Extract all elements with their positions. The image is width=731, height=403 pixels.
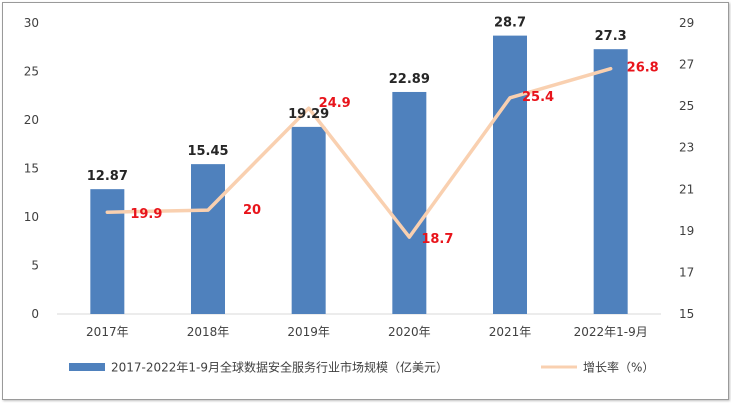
bar-value-label: 22.89 [389, 72, 430, 87]
bar-value-label: 27.3 [595, 29, 627, 44]
left-tick-label: 0 [31, 307, 39, 321]
bar [292, 127, 326, 314]
left-tick-label: 30 [24, 16, 39, 30]
legend-bar-swatch [69, 363, 105, 371]
right-tick-label: 23 [679, 141, 694, 155]
legend-line-label: 增长率（%） [583, 360, 654, 375]
line-value-label: 24.9 [319, 96, 351, 111]
left-tick-label: 20 [24, 113, 39, 127]
bar-value-label: 28.7 [494, 16, 526, 31]
right-tick-label: 15 [679, 307, 694, 321]
left-tick-label: 10 [24, 210, 39, 224]
line-value-label: 25.4 [522, 90, 554, 105]
category-label: 2018年 [187, 325, 230, 339]
bar [392, 92, 426, 314]
line-value-label: 20 [243, 203, 261, 218]
category-label: 2017年 [86, 325, 129, 339]
left-tick-label: 5 [31, 259, 39, 273]
bar [191, 164, 225, 314]
left-tick-label: 25 [24, 65, 39, 79]
category-label: 2021年 [489, 325, 532, 339]
line-value-label: 26.8 [627, 61, 659, 76]
right-tick-label: 25 [679, 99, 694, 113]
category-label: 2022年1-9月 [574, 325, 648, 339]
left-tick-label: 15 [24, 162, 39, 176]
right-tick-label: 21 [679, 182, 694, 196]
legend-bar-label: 2017-2022年1-9月全球数据安全服务行业市场规模（亿美元） [111, 360, 448, 375]
line-value-label: 19.9 [130, 207, 162, 222]
chart: 0 5 10 15 20 25 30 15 17 19 21 23 25 27 29 12.87 15.45… [3, 3, 728, 399]
category-labels: 2017年 2018年 2019年 2020年 2021年 2022年1-9月 [86, 325, 648, 339]
bar-value-label: 12.87 [87, 169, 128, 184]
category-label: 2019年 [287, 325, 330, 339]
bar [90, 189, 124, 314]
right-tick-label: 29 [679, 16, 694, 30]
bar [594, 49, 628, 314]
right-tick-label: 19 [679, 224, 694, 238]
legend: 2017-2022年1-9月全球数据安全服务行业市场规模（亿美元） 增长率（%） [69, 360, 654, 375]
bar [493, 36, 527, 314]
right-tick-label: 17 [679, 265, 694, 279]
line-value-label: 18.7 [421, 232, 453, 247]
left-axis: 0 5 10 15 20 25 30 [24, 16, 39, 321]
right-axis: 15 17 19 21 23 25 27 29 [679, 16, 694, 321]
right-tick-label: 27 [679, 58, 694, 72]
category-label: 2020年 [388, 325, 431, 339]
bar-value-label: 15.45 [187, 144, 228, 159]
